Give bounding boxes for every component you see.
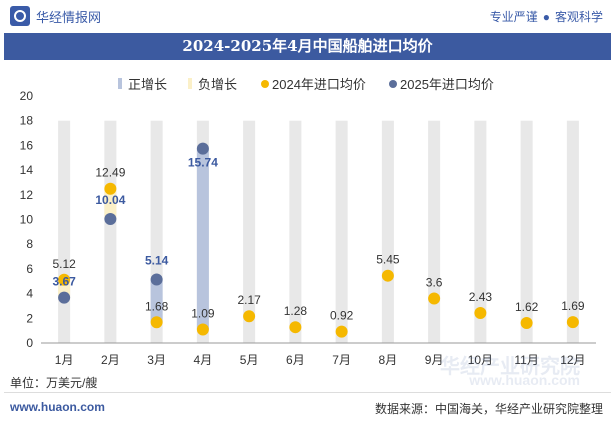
y-tick-label-8: 16 [20, 138, 34, 152]
point-2024 [520, 316, 533, 329]
footer-divider [4, 392, 611, 393]
point-2024 [428, 292, 441, 305]
growth-bar [150, 279, 163, 323]
point-2024 [58, 273, 71, 286]
watermark-url: www.huaon.com [469, 372, 580, 388]
data-label-2025: 5.14 [145, 254, 169, 268]
x-tick-label: 4月 [194, 353, 213, 367]
top-bar: 华经情报网 专业严谨 ● 客观科学 [0, 0, 615, 33]
data-label-2024: 1.09 [191, 307, 215, 321]
background-bar [474, 120, 487, 343]
y-tick-label-5: 10 [20, 213, 34, 227]
x-tick-label: 5月 [240, 353, 259, 367]
legend-swatch-0 [118, 78, 122, 89]
y-tick-label-2: 4 [26, 287, 33, 301]
chart: 正增长 负增长 2024年进口均价 2025年进口均价 0 2 4 6 8 10 12 14 16 18 2… [20, 77, 596, 367]
point-2024 [150, 316, 163, 329]
background-bar [566, 120, 579, 343]
header-tags: 专业严谨 ● 客观科学 [490, 8, 603, 25]
data-label-2024: 2.43 [469, 290, 493, 304]
x-tick-label: 11月 [514, 353, 538, 367]
background-bar [428, 120, 441, 343]
y-tick-label-3: 6 [26, 262, 33, 276]
legend-label-3: 2025年进口均价 [400, 77, 494, 92]
x-tick-label: 3月 [147, 353, 166, 367]
x-tick-label: 8月 [379, 353, 398, 367]
x-tick-label: 1月 [55, 353, 74, 367]
x-tick-label: 6月 [286, 353, 305, 367]
legend-swatch-3 [389, 80, 397, 88]
x-tick-label: 7月 [332, 353, 351, 367]
x-tick-label: 9月 [425, 353, 444, 367]
tag-objective: 客观科学 [554, 10, 603, 24]
background-bar [104, 120, 117, 343]
website-link[interactable]: www.huaon.com [10, 400, 105, 414]
chart-title: 2024-2025年4月中国船舶进口均价 [182, 37, 433, 55]
legend-label-0: 正增长 [128, 77, 167, 92]
data-label-2024: 2.17 [237, 293, 261, 307]
data-label-2024: 3.6 [426, 276, 443, 290]
point-2024 [474, 306, 487, 319]
data-label-2024: 5.12 [52, 257, 76, 271]
dot-separator-icon: ● [542, 10, 550, 24]
point-2024 [243, 310, 256, 323]
source-note: 数据来源：中国海关，华经产业研究院整理 [374, 402, 603, 416]
legend-label-2: 2024年进口均价 [272, 77, 366, 92]
brand-name: 华经情报网 [36, 9, 102, 25]
data-label-2025: 3.67 [52, 275, 76, 289]
background-bar [243, 120, 256, 343]
data-label-2025: 10.04 [95, 193, 125, 207]
point-2024 [381, 269, 394, 282]
point-2024 [104, 182, 117, 195]
y-tick-label-4: 8 [26, 237, 33, 251]
y-tick-label-6: 12 [20, 188, 34, 202]
x-tick-label: 12月 [560, 353, 585, 367]
growth-bar [196, 148, 209, 330]
point-2025 [58, 291, 71, 304]
data-label-2024: 0.92 [330, 309, 354, 323]
x-tick-label: 2月 [101, 353, 120, 367]
point-2025 [196, 142, 209, 155]
unit-label: 单位：万美元/艘 [10, 376, 98, 390]
x-tick-label: 10月 [468, 353, 493, 367]
background-bar [381, 120, 394, 343]
growth-bar [104, 188, 117, 220]
y-tick-label-7: 14 [20, 163, 34, 177]
point-2024 [196, 323, 209, 336]
legend-swatch-1 [188, 78, 192, 89]
point-2024 [566, 316, 579, 329]
legend-swatch-2 [261, 80, 269, 88]
data-label-2024: 1.68 [145, 299, 169, 313]
y-tick-label-1: 2 [26, 311, 33, 325]
background-bar [289, 120, 302, 343]
brand[interactable]: 华经情报网 [10, 6, 101, 26]
y-tick-label-10: 20 [20, 89, 34, 103]
background-bar [335, 120, 348, 343]
point-2025 [150, 273, 163, 286]
logo-icon [10, 6, 30, 26]
legend-label-1: 负增长 [198, 77, 237, 92]
tag-professional: 专业严谨 [489, 10, 538, 24]
data-label-2024: 5.45 [376, 253, 400, 267]
watermark-text: 华经产业研究院 [440, 356, 580, 378]
data-label-2024: 1.28 [284, 304, 308, 318]
data-label-2025: 15.74 [188, 156, 218, 170]
data-label-2024: 1.62 [515, 300, 539, 314]
data-label-2024: 12.49 [95, 166, 125, 180]
point-2024 [289, 321, 302, 334]
background-bar [520, 120, 533, 343]
point-2025 [104, 213, 117, 226]
title-bar: 2024-2025年4月中国船舶进口均价 [4, 33, 611, 60]
point-2024 [335, 325, 348, 338]
y-tick-label-9: 18 [20, 114, 34, 128]
y-tick-label-0: 0 [26, 336, 33, 350]
background-bar [58, 120, 71, 343]
data-label-2024: 1.69 [561, 299, 585, 313]
